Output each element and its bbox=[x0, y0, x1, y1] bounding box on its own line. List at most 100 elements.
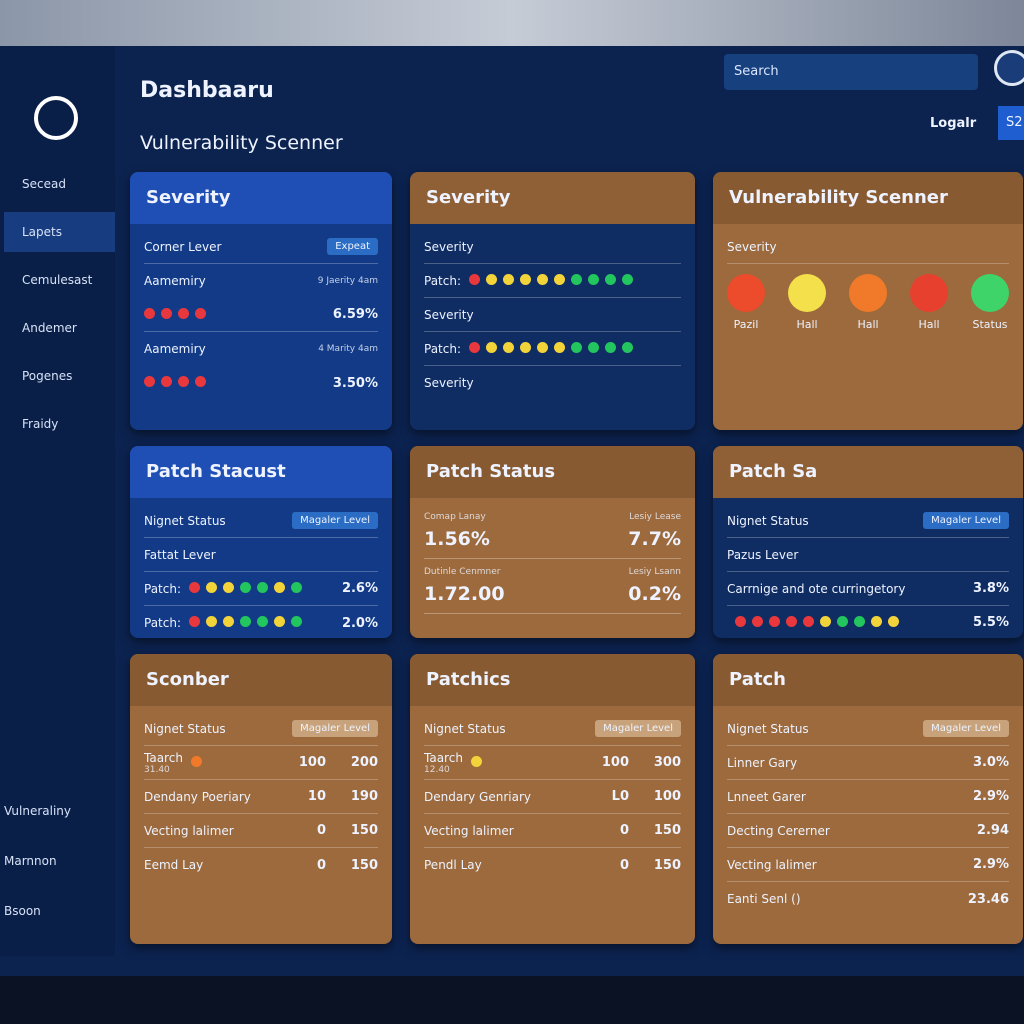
badge[interactable]: Magaler Level bbox=[292, 512, 378, 529]
label-stack: Severity bbox=[424, 308, 474, 322]
card-body: Corner Lever Expeat Aamemiry 9 Jaerity 4am 6… bbox=[130, 224, 392, 406]
nav-footer-item[interactable]: Vulneraliny bbox=[4, 804, 71, 818]
status-dot bbox=[274, 616, 286, 627]
nav-item[interactable]: Pogenes bbox=[22, 369, 73, 383]
row: Nignet Status Magaler Level bbox=[727, 504, 1009, 538]
status-dot bbox=[854, 615, 865, 627]
badge[interactable]: Magaler Level bbox=[923, 720, 1009, 737]
nav-footer-item[interactable]: Marnnon bbox=[4, 854, 57, 868]
label-stack: Dendary Genriary bbox=[424, 790, 531, 804]
status-dot bbox=[144, 376, 155, 387]
row-label: Severity bbox=[424, 376, 474, 390]
row: Corner Lever Expeat bbox=[144, 230, 378, 264]
row: Eemd Lay 0 150 bbox=[144, 848, 378, 882]
label-stack: Pendl Lay bbox=[424, 858, 482, 872]
status-dot bbox=[520, 341, 532, 353]
search-box[interactable]: Search bbox=[724, 54, 978, 90]
row: Vecting lalimer 2.9% bbox=[727, 848, 1009, 882]
card-body: Nignet Status Magaler Level Pazus Lever Car… bbox=[713, 498, 1023, 638]
status-dot bbox=[486, 341, 498, 353]
row-label: Nignet Status bbox=[144, 513, 226, 528]
header-button[interactable]: S2 bbox=[998, 106, 1024, 140]
row: 5.5% bbox=[727, 606, 1009, 638]
status-dots bbox=[144, 307, 212, 322]
nav-item[interactable]: Andemer bbox=[22, 321, 77, 335]
label-stack: Nignet Status bbox=[424, 722, 506, 736]
row: Nignet Status Magaler Level bbox=[424, 712, 681, 746]
row: Fattat Lever bbox=[144, 538, 378, 572]
status-dot bbox=[195, 307, 206, 319]
row-head: Aamemiry 9 Jaerity 4am bbox=[144, 264, 378, 298]
badge[interactable]: Magaler Level bbox=[595, 720, 681, 737]
label-stack: Severity bbox=[424, 376, 474, 390]
logo bbox=[34, 96, 78, 140]
label-stack: Vecting lalimer bbox=[424, 824, 514, 838]
card: Vulnerability Scenner Severity Pazil Hall Ha… bbox=[713, 172, 1023, 430]
row-value: 2.94 bbox=[976, 823, 1009, 838]
label-stack: Linner Gary bbox=[727, 756, 797, 770]
card: Patch Nignet Status Magaler Level Linner Ga… bbox=[713, 654, 1023, 944]
row-label: Eanti Senl () bbox=[727, 892, 801, 906]
status-dot bbox=[888, 615, 899, 627]
status-dot bbox=[257, 581, 269, 593]
metric-value: 1.72.00 bbox=[424, 583, 505, 605]
row-value: 150 bbox=[653, 857, 681, 873]
nav-item[interactable]: Secead bbox=[22, 177, 66, 191]
label-stack: Nignet Status bbox=[144, 722, 226, 736]
metric: Lesiy Lease 7.7% bbox=[553, 512, 681, 550]
card-title: Vulnerability Scenner bbox=[713, 172, 1023, 224]
row-value: 190 bbox=[350, 789, 378, 804]
status-dot bbox=[588, 341, 600, 353]
status-dot bbox=[161, 376, 172, 387]
login-link[interactable]: Logalr bbox=[930, 116, 977, 131]
row-value: 23.46 bbox=[967, 891, 1009, 907]
row-value: 0 bbox=[316, 823, 326, 838]
status-dot bbox=[178, 376, 189, 387]
severity-label: Hall bbox=[918, 318, 940, 331]
row-label: Decting Cererner bbox=[727, 823, 830, 838]
row-head: Aamemiry 4 Marity 4am bbox=[144, 332, 378, 366]
row-label: Dendary Genriary bbox=[424, 789, 531, 804]
metric-value: 0.2% bbox=[628, 583, 681, 605]
nav-footer-item[interactable]: Bsoon bbox=[4, 904, 41, 918]
row: Patch: bbox=[424, 332, 681, 366]
row: Eanti Senl () 23.46 bbox=[727, 882, 1009, 916]
nav-item[interactable]: Cemulesast bbox=[22, 273, 93, 287]
badge[interactable]: Magaler Level bbox=[923, 512, 1009, 529]
row-value: 3.0% bbox=[972, 755, 1009, 770]
row: Patch: 2.6% bbox=[144, 572, 378, 606]
severity-label: Hall bbox=[857, 318, 879, 331]
status-dots bbox=[189, 581, 308, 596]
row-label: Vecting lalimer bbox=[424, 823, 514, 838]
card-title: Patch bbox=[713, 654, 1023, 706]
row-meta: 9 Jaerity 4am bbox=[317, 276, 378, 286]
severity-label: Hall bbox=[796, 318, 818, 331]
row-label: Nignet Status bbox=[424, 721, 506, 736]
nav-item[interactable]: Fraidy bbox=[22, 417, 59, 431]
metric: Dutinle Cenmner 1.72.00 bbox=[424, 567, 553, 605]
row: Severity bbox=[424, 230, 681, 264]
label-stack: Vecting lalimer bbox=[144, 824, 234, 838]
status-dot bbox=[503, 341, 515, 353]
status-dot bbox=[571, 273, 583, 285]
page-title: Vulnerability Scenner bbox=[140, 132, 343, 154]
status-dot bbox=[240, 581, 252, 593]
card-title: Sconber bbox=[130, 654, 392, 706]
background bbox=[0, 0, 1024, 46]
avatar[interactable] bbox=[994, 50, 1024, 86]
badge[interactable]: Magaler Level bbox=[292, 720, 378, 737]
badge[interactable]: Expeat bbox=[327, 238, 378, 255]
card: Patchics Nignet Status Magaler Level Taarch… bbox=[410, 654, 695, 944]
row-label: Severity bbox=[727, 239, 777, 254]
row-value: 2.6% bbox=[341, 581, 378, 596]
label-stack: Patch: bbox=[424, 274, 461, 288]
row-value: 3.50% bbox=[332, 375, 378, 391]
severity-circle bbox=[727, 274, 765, 312]
nav-item[interactable]: Lapets bbox=[4, 212, 115, 252]
status-dot bbox=[605, 341, 617, 353]
status-dot bbox=[871, 615, 882, 627]
severity-item: Hall bbox=[849, 274, 887, 331]
status-dot bbox=[190, 755, 202, 767]
card: Patch Status Comap Lanay 1.56% Lesiy Lease 7… bbox=[410, 446, 695, 638]
status-dot bbox=[189, 581, 201, 593]
